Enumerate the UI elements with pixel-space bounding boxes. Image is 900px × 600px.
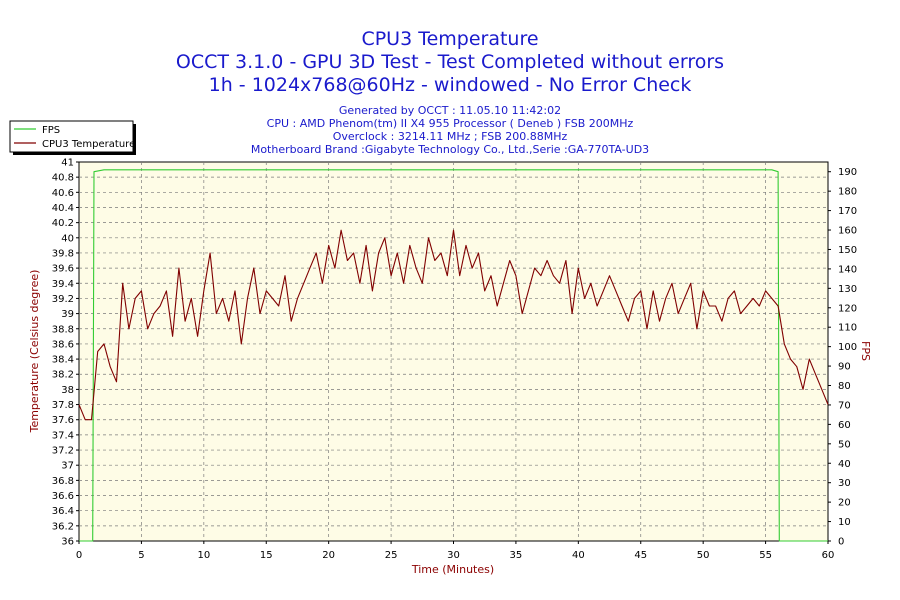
tick-label-x: 0 <box>76 550 82 561</box>
tick-label-left: 37.2 <box>52 446 74 457</box>
info-line-1: Generated by OCCT : 11.05.10 11:42:02 <box>339 104 561 117</box>
tick-label-x: 55 <box>759 550 772 561</box>
tick-label-x: 15 <box>260 550 273 561</box>
tick-label-left: 38.4 <box>52 355 74 366</box>
tick-label-left: 37 <box>61 461 74 472</box>
tick-label-right: 30 <box>838 478 851 489</box>
tick-label-right: 190 <box>838 167 857 178</box>
tick-label-left: 39.8 <box>52 248 74 259</box>
tick-label-left: 39.4 <box>52 279 74 290</box>
series-line-fps <box>79 169 828 542</box>
tick-label-left: 41 <box>61 158 74 169</box>
tick-label-x: 45 <box>634 550 647 561</box>
tick-label-x: 60 <box>822 550 835 561</box>
tick-label-right: 150 <box>838 245 857 256</box>
legend-label-fps: FPS <box>42 125 60 136</box>
tick-labels: 36 36.2 36.4 36.6 36.8 37 37.2 37.4 37.6 37.8 38 38… <box>52 158 857 562</box>
legend-label-temp: CPU3 Temperature <box>42 139 135 150</box>
info-line-4: Motherboard Brand :Gigabyte Technology C… <box>251 143 649 156</box>
tick-label-right: 180 <box>838 187 857 198</box>
tick-label-left: 37.4 <box>52 430 74 441</box>
tick-label-right: 50 <box>838 439 851 450</box>
chart-title: CPU3 Temperature <box>361 28 538 50</box>
tick-label-x: 10 <box>197 550 210 561</box>
plot-area <box>78 161 829 542</box>
tick-label-left: 40.4 <box>52 203 74 214</box>
tick-label-left: 38.2 <box>52 370 74 381</box>
tick-label-left: 40 <box>61 233 74 244</box>
tick-label-left: 36 <box>61 537 74 548</box>
tick-label-right: 70 <box>838 400 851 411</box>
tick-label-left: 38.8 <box>52 324 74 335</box>
tick-label-right: 160 <box>838 226 857 237</box>
tick-label-left: 38 <box>61 385 74 396</box>
tick-label-right: 20 <box>838 498 851 509</box>
y-axis-label-right: FPS <box>859 341 872 361</box>
tick-label-x: 5 <box>138 550 144 561</box>
tick-label-left: 38.6 <box>52 339 74 350</box>
tick-label-x: 40 <box>572 550 585 561</box>
grid <box>79 162 828 541</box>
info-line-3: Overclock : 3214.11 MHz ; FSB 200.88MHz <box>333 130 568 143</box>
tick-label-right: 140 <box>838 264 857 275</box>
tick-label-left: 37.8 <box>52 400 74 411</box>
legend-box <box>9 120 134 153</box>
series-line-cpu3-temperature <box>78 229 829 421</box>
tick-label-x: 20 <box>322 550 335 561</box>
x-axis-label: Time (Minutes) <box>411 563 494 576</box>
tick-label-x: 35 <box>510 550 523 561</box>
tick-label-right: 90 <box>838 362 851 373</box>
tick-label-right: 0 <box>838 537 844 548</box>
legend: FPS CPU3 Temperature <box>9 120 136 155</box>
tick-label-left: 36.6 <box>52 491 74 502</box>
tick-label-right: 130 <box>838 284 857 295</box>
tick-label-left: 39.2 <box>52 294 74 305</box>
tick-label-right: 10 <box>838 517 851 528</box>
tick-label-right: 110 <box>838 323 857 334</box>
y-axis-label-left: Temperature (Celsius degree) <box>28 270 41 434</box>
tick-label-left: 40.8 <box>52 173 74 184</box>
series-layer <box>78 169 829 542</box>
tick-label-right: 170 <box>838 206 857 217</box>
tick-label-left: 39.6 <box>52 264 74 275</box>
tick-label-right: 60 <box>838 420 851 431</box>
tick-label-left: 39 <box>61 309 74 320</box>
tick-label-left: 40.6 <box>52 188 74 199</box>
tick-label-right: 100 <box>838 342 857 353</box>
tick-label-left: 36.4 <box>52 506 74 517</box>
tick-label-x: 30 <box>447 550 460 561</box>
info-line-2: CPU : AMD Phenom(tm) II X4 955 Processor… <box>267 117 634 130</box>
tick-label-x: 25 <box>385 550 398 561</box>
tick-label-left: 37.6 <box>52 415 74 426</box>
tick-label-left: 36.8 <box>52 476 74 487</box>
chart-subtitle-2: 1h - 1024x768@60Hz - windowed - No Error… <box>209 74 692 96</box>
tick-label-right: 120 <box>838 303 857 314</box>
tick-label-left: 40.2 <box>52 218 74 229</box>
tick-label-x: 50 <box>697 550 710 561</box>
tick-label-right: 80 <box>838 381 851 392</box>
chart-subtitle-1: OCCT 3.1.0 - GPU 3D Test - Test Complete… <box>176 51 724 73</box>
tick-label-right: 40 <box>838 459 851 470</box>
tick-label-left: 36.2 <box>52 521 74 532</box>
